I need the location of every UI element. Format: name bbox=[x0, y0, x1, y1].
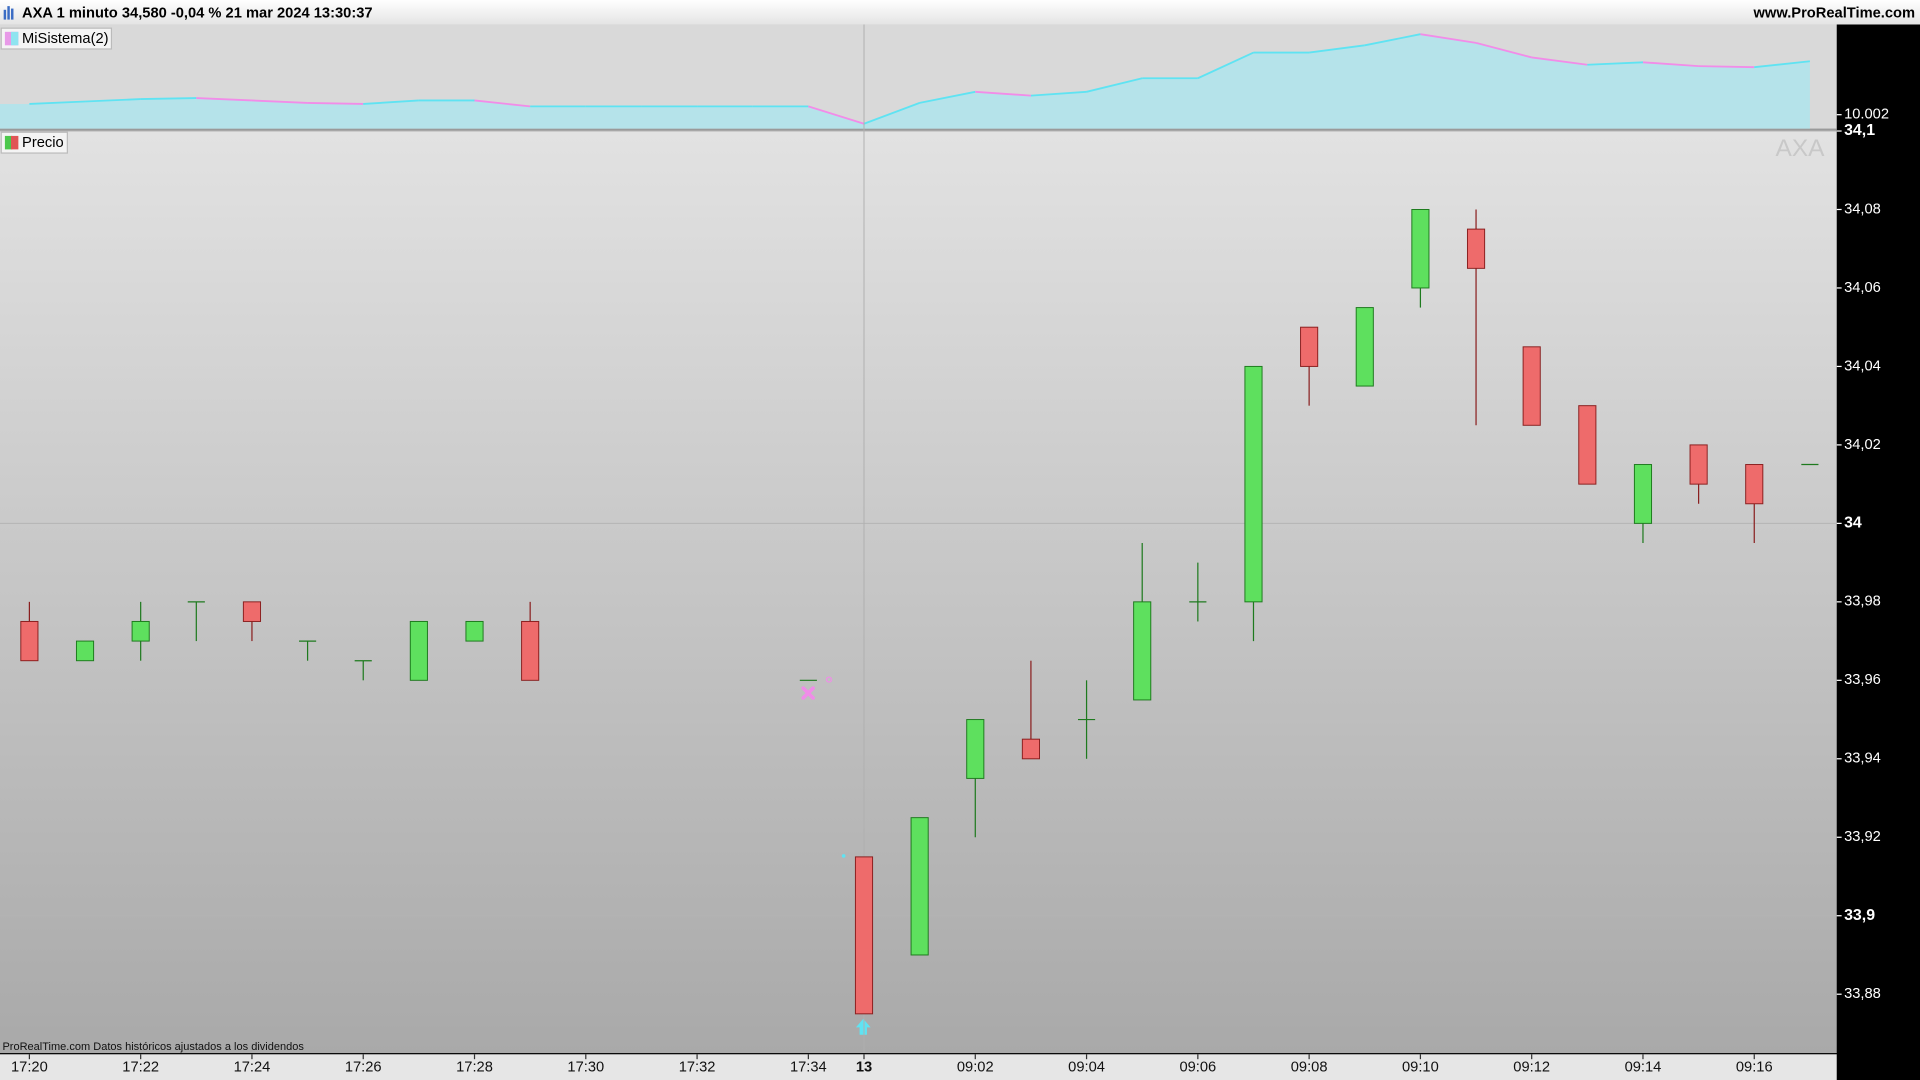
indicator-line bbox=[1197, 51, 1254, 80]
indicator-line bbox=[1698, 65, 1755, 69]
y-tick-label: 33,94 bbox=[1844, 751, 1881, 767]
candle-body bbox=[910, 817, 929, 956]
signal-dot bbox=[825, 676, 833, 683]
y-tick-label: 33,92 bbox=[1844, 829, 1881, 845]
header-bar bbox=[0, 0, 1920, 25]
candle-body bbox=[966, 719, 985, 779]
watermark: AXA bbox=[1776, 135, 1826, 162]
candle-body bbox=[131, 620, 150, 642]
candle-body bbox=[1411, 209, 1430, 289]
x-tick-label: 09:10 bbox=[1402, 1060, 1439, 1076]
indicator-legend-box bbox=[0, 27, 113, 50]
signal-exit bbox=[801, 686, 815, 700]
indicator-line bbox=[1364, 33, 1421, 47]
x-tick-label: 17:30 bbox=[567, 1060, 604, 1076]
indicator-line bbox=[808, 105, 865, 125]
x-tick-label: 17:32 bbox=[679, 1060, 716, 1076]
y-tick-label: 33,88 bbox=[1844, 986, 1881, 1002]
y-tick-label: 34,08 bbox=[1844, 201, 1881, 217]
indicator-line bbox=[1475, 41, 1532, 59]
indicator-line bbox=[863, 102, 920, 125]
candle-body bbox=[1133, 601, 1152, 701]
indicator-line bbox=[196, 97, 252, 102]
y-tick-label: 33,96 bbox=[1844, 672, 1881, 688]
indicator-line bbox=[29, 100, 86, 105]
y-tick-label: 34,1 bbox=[1844, 122, 1875, 139]
indicator-line bbox=[1642, 61, 1699, 68]
candle-body bbox=[409, 620, 428, 681]
x-tick-label: 17:22 bbox=[122, 1060, 159, 1076]
x-tick-label: 09:02 bbox=[957, 1060, 994, 1076]
indicator-line bbox=[84, 98, 141, 103]
x-tick-label: 17:20 bbox=[11, 1060, 48, 1076]
signal-entry bbox=[855, 1018, 871, 1035]
y-tick-label: 34,02 bbox=[1844, 437, 1881, 453]
price-title: Precio bbox=[22, 135, 64, 151]
x-tick-label: 09:14 bbox=[1625, 1060, 1662, 1076]
candle-body bbox=[1244, 365, 1263, 603]
indicator-line bbox=[307, 101, 364, 105]
candle-body bbox=[854, 856, 874, 1015]
header-site[interactable]: www.ProRealTime.com bbox=[1752, 5, 1915, 21]
y-tick-label: 33,9 bbox=[1844, 907, 1875, 924]
indicator-line bbox=[363, 99, 419, 105]
indicator-line bbox=[1420, 33, 1477, 44]
price-legend-swatch bbox=[11, 135, 19, 150]
indicator-line bbox=[975, 90, 1031, 97]
x-tick-label: 17:28 bbox=[456, 1060, 493, 1076]
x-tick-label: 09:16 bbox=[1736, 1060, 1773, 1076]
x-tick-label: 17:34 bbox=[790, 1060, 827, 1076]
indicator-line bbox=[1309, 44, 1365, 54]
candle-body bbox=[1021, 738, 1040, 760]
candle-body bbox=[1745, 464, 1764, 505]
indicator-title: MiSistema(2) bbox=[22, 31, 109, 47]
x-tick-label: 09:06 bbox=[1179, 1060, 1216, 1076]
indicator-line bbox=[919, 90, 976, 104]
time-axis-bar bbox=[0, 1054, 1837, 1080]
candle-body bbox=[1522, 346, 1541, 426]
candle-body bbox=[1466, 228, 1486, 269]
candle-body bbox=[521, 620, 540, 681]
indicator-line bbox=[1587, 61, 1644, 66]
indicator-area bbox=[0, 34, 1810, 129]
x-tick-label: 09:08 bbox=[1291, 1060, 1328, 1076]
indicator-line bbox=[1030, 90, 1087, 97]
footer-note: ProRealTime.com Datos históricos ajustad… bbox=[2, 1041, 304, 1053]
indicator-line bbox=[1754, 60, 1810, 69]
indicator-line bbox=[1531, 56, 1588, 66]
indicator-line bbox=[474, 99, 531, 108]
x-tick-label: 09:12 bbox=[1513, 1060, 1550, 1076]
indicator-line bbox=[140, 97, 197, 100]
candle-body bbox=[242, 601, 262, 622]
indicator-legend-swatch bbox=[11, 31, 19, 46]
panel-separator bbox=[0, 128, 1837, 132]
y-tick-label: 34,06 bbox=[1844, 280, 1881, 296]
candle-body bbox=[1578, 405, 1597, 485]
candle-body bbox=[1633, 464, 1653, 524]
x-tick-label: 09:04 bbox=[1068, 1060, 1105, 1076]
indicator-line bbox=[251, 99, 308, 104]
x-tick-label: 17:24 bbox=[234, 1060, 271, 1076]
candle-body bbox=[20, 620, 39, 662]
price-legend-swatch bbox=[4, 135, 13, 150]
y-tick-label: 34,04 bbox=[1844, 358, 1881, 374]
candle-body bbox=[1689, 444, 1708, 485]
signal-dot bbox=[841, 854, 846, 858]
y-tick-label: 10.002 bbox=[1844, 107, 1889, 123]
y-tick-label: 34 bbox=[1844, 515, 1862, 532]
candle-body bbox=[1355, 307, 1374, 387]
candle-body bbox=[1300, 326, 1319, 367]
x-tick-label: 13 bbox=[856, 1060, 872, 1076]
candle-body bbox=[75, 640, 95, 662]
x-tick-label: 17:26 bbox=[345, 1060, 382, 1076]
y-tick-label: 33,98 bbox=[1844, 594, 1881, 610]
header-title: AXA 1 minuto 34,580 -0,04 % 21 mar 2024 … bbox=[22, 5, 373, 21]
indicator-line bbox=[1086, 77, 1143, 93]
candle-body bbox=[465, 620, 484, 642]
logo bbox=[3, 6, 14, 20]
